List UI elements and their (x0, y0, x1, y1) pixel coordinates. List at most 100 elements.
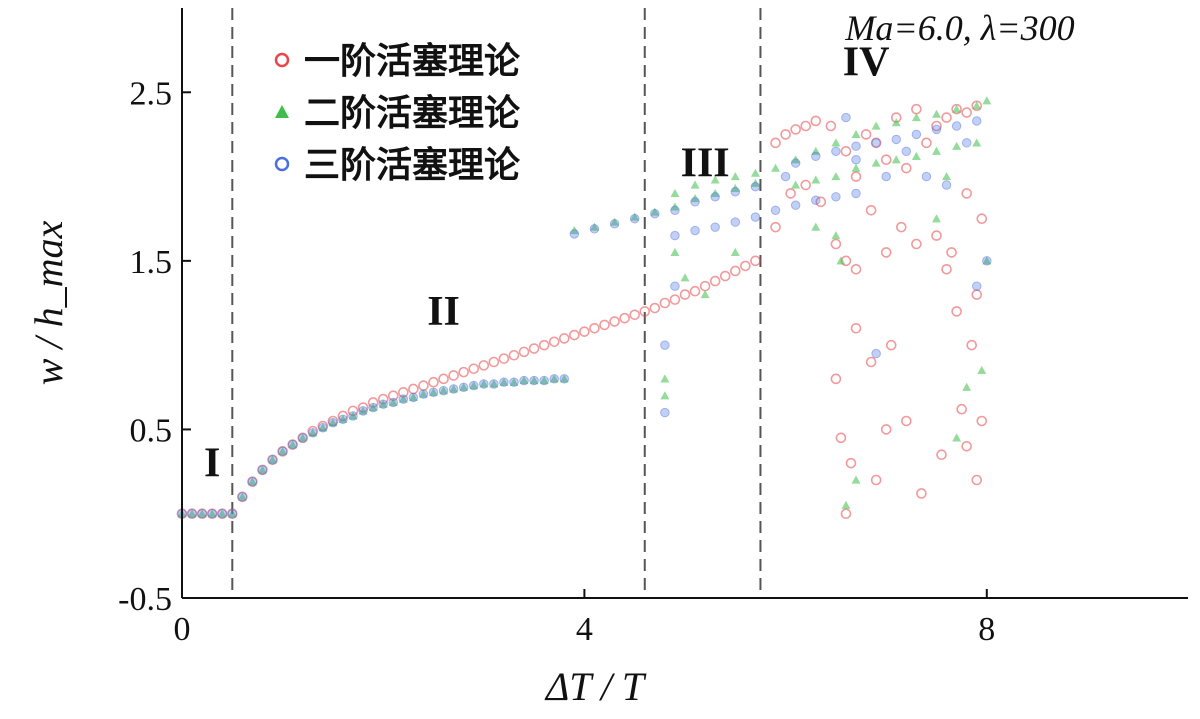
data-point (771, 163, 781, 172)
data-point (187, 509, 197, 519)
data-point (951, 121, 962, 131)
data-point (660, 407, 670, 418)
data-point (770, 205, 781, 215)
data-point (338, 414, 348, 423)
data-point (519, 375, 529, 386)
data-point (836, 256, 846, 265)
data-point (429, 387, 438, 396)
data-point (880, 247, 892, 258)
data-point (368, 403, 378, 412)
legend-entry-label: 一阶活塞理论 (304, 41, 521, 82)
data-point (609, 219, 620, 229)
data-point (679, 289, 691, 300)
data-point (559, 374, 569, 384)
data-point (830, 373, 842, 385)
data-point (976, 415, 988, 427)
data-point (207, 509, 217, 519)
data-point (439, 386, 449, 395)
data-point (609, 316, 620, 327)
data-point (800, 120, 812, 132)
data-point (197, 509, 207, 519)
data-point (932, 109, 941, 118)
data-point (549, 374, 559, 384)
data-point (871, 158, 881, 167)
data-point (845, 457, 857, 469)
data-point (669, 294, 681, 305)
data-point (810, 115, 822, 127)
data-point (831, 138, 841, 147)
data-point (548, 336, 560, 348)
data-point (368, 402, 378, 413)
data-point (961, 440, 972, 452)
data-point (649, 302, 661, 314)
data-point (438, 373, 449, 385)
data-point (830, 238, 842, 250)
data-point (478, 360, 490, 371)
data-point (670, 205, 680, 215)
data-point (932, 146, 941, 155)
region-dividers (231, 8, 762, 598)
data-point (730, 247, 740, 257)
data-point (790, 158, 801, 168)
data-point (700, 290, 710, 299)
data-point (815, 196, 827, 208)
data-point (850, 171, 862, 182)
legend-marker (275, 105, 289, 118)
data-point (659, 297, 671, 309)
data-point (977, 365, 987, 375)
data-point (831, 146, 841, 156)
data-point (539, 376, 549, 385)
data-point (710, 222, 720, 232)
data-point (730, 217, 740, 227)
data-point (851, 129, 861, 139)
data-point (358, 406, 368, 416)
data-point (931, 120, 942, 132)
data-point (982, 256, 992, 266)
data-point (458, 382, 469, 392)
data-point (408, 392, 419, 403)
data-point (891, 134, 901, 145)
data-point (508, 349, 520, 361)
data-point (730, 172, 740, 181)
data-point (197, 509, 207, 518)
data-point (187, 509, 197, 518)
data-point (287, 439, 298, 450)
data-point (841, 500, 851, 509)
data-point (639, 306, 651, 317)
data-point (489, 379, 499, 388)
data-point (528, 343, 540, 354)
x-axis-label: ΔT / T (544, 664, 647, 709)
data-point (851, 188, 861, 199)
data-point (972, 281, 982, 291)
data-point (729, 265, 741, 277)
data-point (719, 270, 731, 282)
data-point (509, 377, 519, 386)
region-label: III (681, 141, 730, 187)
data-point (650, 208, 660, 219)
region-label: I (204, 441, 220, 487)
data-point (901, 146, 912, 156)
data-point (871, 138, 881, 148)
data-point (398, 394, 408, 403)
data-point (911, 238, 922, 250)
data-point (811, 195, 821, 205)
data-point (519, 376, 529, 385)
data-point (976, 213, 988, 225)
data-point (901, 415, 912, 427)
data-point (780, 129, 791, 140)
data-point (348, 411, 358, 421)
data-point (932, 214, 941, 223)
data-point (650, 207, 660, 216)
region-label: II (427, 289, 460, 335)
data-point (936, 449, 947, 461)
data-point (499, 377, 509, 387)
data-point (398, 394, 409, 404)
parameter-annotation: Ma=6.0, λ=300 (844, 8, 1074, 48)
data-point (865, 356, 877, 368)
data-point (690, 180, 700, 189)
data-point (448, 384, 459, 394)
data-point (579, 326, 590, 337)
legend-entry-label: 三阶活塞理论 (304, 145, 521, 186)
